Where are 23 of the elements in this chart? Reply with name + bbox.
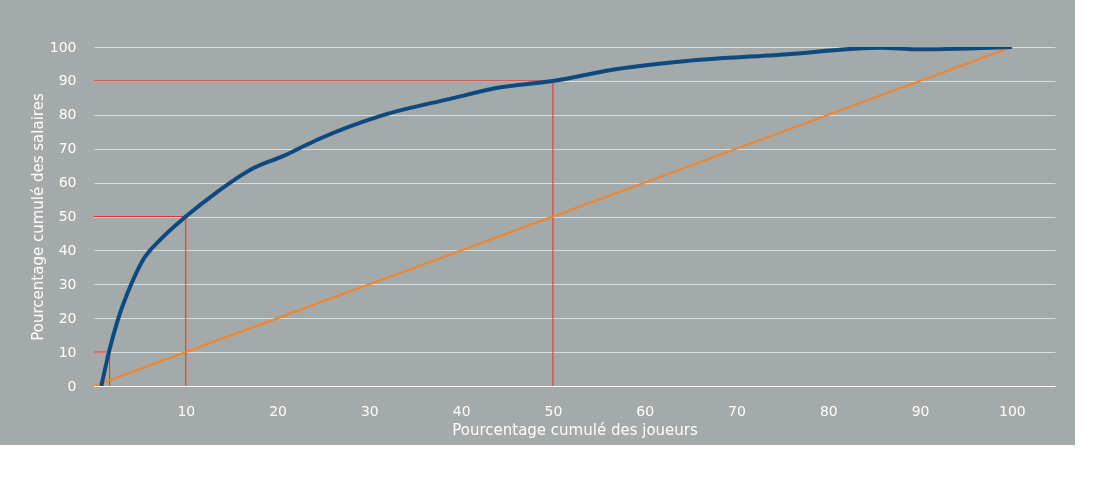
y-tick-label: 70 <box>58 140 77 157</box>
x-tick-label: 30 <box>360 402 379 419</box>
x-axis-title: Pourcentage cumulé des joueurs <box>452 420 698 439</box>
x-tick-label: 100 <box>998 402 1026 419</box>
x-tick-label: 40 <box>452 402 471 419</box>
y-tick-label: 30 <box>58 275 77 292</box>
y-tick-label: 40 <box>58 241 77 258</box>
y-tick-label: 0 <box>67 377 77 394</box>
y-tick-label: 50 <box>58 208 77 224</box>
x-tick-label: 10 <box>177 402 196 419</box>
y-tick-label: 80 <box>58 106 77 123</box>
x-tick-label: 90 <box>911 402 930 419</box>
y-tick-label: 20 <box>58 309 77 326</box>
y-axis-title: Pourcentage cumulé des salaires <box>28 93 47 341</box>
x-tick-label: 20 <box>269 402 287 419</box>
y-tick-label: 90 <box>58 72 77 89</box>
x-tick-label: 70 <box>728 402 746 419</box>
y-tick-label: 10 <box>58 343 77 360</box>
y-tick-label: 100 <box>49 38 77 55</box>
x-tick-label: 60 <box>636 402 655 419</box>
x-tick-label: 50 <box>544 402 563 419</box>
x-tick-label: 80 <box>819 402 838 419</box>
y-tick-label: 60 <box>58 174 77 191</box>
